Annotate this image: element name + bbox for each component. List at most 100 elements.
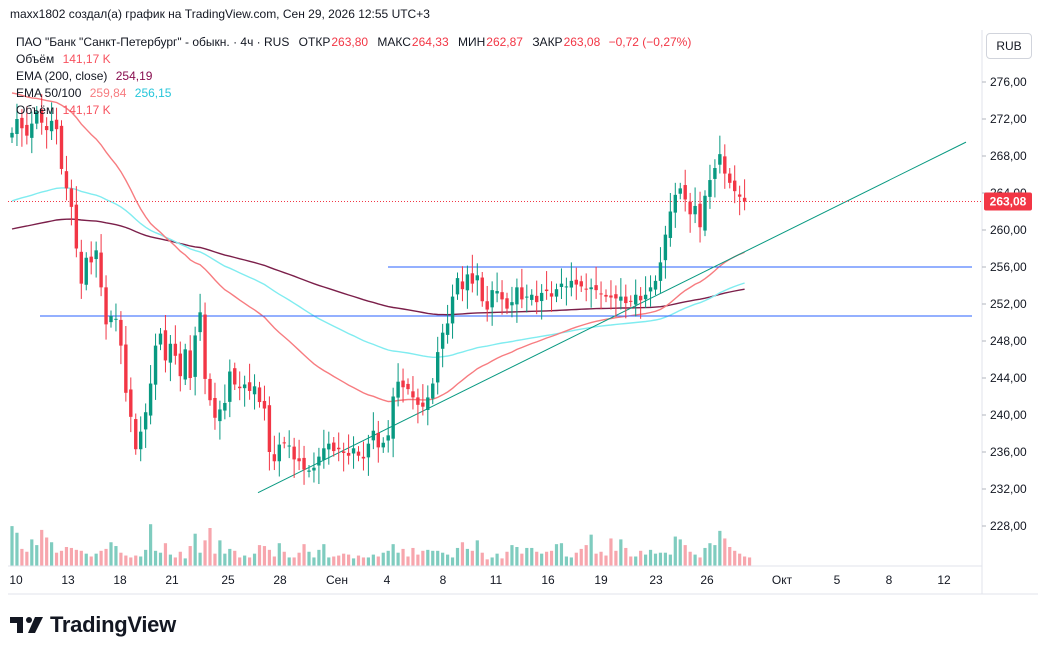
volume-bar (713, 545, 717, 566)
candle-body (480, 277, 484, 302)
candle-body (450, 296, 455, 324)
candle-body (539, 292, 544, 302)
volume-bar (559, 543, 564, 566)
price-tick-label: 256,00 (990, 260, 1027, 274)
symbol-title[interactable]: ПАО "Банк "Санкт-Петербург" - обыкн. · 4… (16, 35, 290, 49)
volume-bar (465, 548, 469, 566)
volume-bar (490, 557, 494, 566)
chart-author-caption: maxx1802 создал(а) график на TradingView… (10, 7, 430, 21)
candle-body (445, 323, 450, 335)
volume-bar (257, 545, 262, 566)
legend-ema50-100-row[interactable]: EMA 50/100 259,84 256,15 (16, 85, 691, 102)
price-tick-label: 268,00 (990, 149, 1027, 163)
volume-bar (475, 540, 479, 566)
legend-volume2-row[interactable]: Объём 141,17 K (16, 102, 691, 119)
candle-body (376, 432, 380, 448)
volume-bar (347, 554, 351, 566)
legend-volume-row[interactable]: Объём 141,17 K (16, 51, 691, 68)
volume-bar (411, 547, 415, 566)
volume-bar (213, 553, 217, 566)
time-tick-label: 23 (649, 573, 663, 587)
candle-body (119, 319, 123, 346)
volume-bar (540, 553, 544, 566)
volume-bar (282, 551, 286, 566)
candle-body (525, 296, 529, 298)
price-tick-label: 228,00 (990, 519, 1027, 533)
volume-bar (89, 556, 93, 566)
volume-bar (455, 547, 460, 566)
candle-body (485, 301, 489, 310)
volume-bar (450, 557, 455, 566)
volume-bar (79, 550, 83, 566)
candle-body (129, 389, 133, 417)
volume-bar (485, 559, 489, 566)
candle-body (89, 256, 93, 263)
close-value: 263,08 (563, 35, 601, 49)
volume-bar (609, 538, 613, 566)
volume-bar (688, 551, 692, 566)
volume-bar (193, 533, 197, 566)
volume-bar (584, 545, 588, 566)
volume-bar (426, 549, 430, 566)
candle-body (594, 285, 598, 291)
volume-bar (15, 532, 19, 566)
volume-bar (158, 552, 163, 566)
legend-symbol-row: ПАО "Банк "Санкт-Петербург" - обыкн. · 4… (16, 34, 691, 51)
candle-body (742, 197, 747, 202)
candle-body (332, 442, 336, 452)
candle-body (307, 470, 311, 472)
legend-ema200-row[interactable]: EMA (200, close) 254,19 (16, 68, 691, 85)
volume-bar (322, 544, 326, 566)
volume-bar (639, 550, 643, 566)
volume-bar (594, 553, 598, 566)
candle-body (708, 180, 712, 197)
volume-bar (446, 554, 450, 566)
volume-bar (421, 550, 425, 566)
volume-bar (391, 544, 395, 566)
volume-bar (30, 539, 34, 566)
volume-bar (114, 546, 118, 566)
volume-bar (337, 555, 341, 566)
volume-bar (139, 556, 143, 566)
close-label: ЗАКР (532, 35, 563, 49)
volume-bar (20, 548, 24, 566)
volume-bar (629, 556, 633, 566)
volume-bar (406, 556, 410, 566)
ema100-line (11, 187, 745, 359)
currency-button[interactable]: RUB (986, 33, 1032, 59)
volume-bar (40, 529, 44, 566)
volume-bar (396, 552, 400, 566)
candle-body (668, 211, 673, 238)
open-label: ОТКР (298, 35, 331, 49)
ema50-100-label: EMA 50/100 (16, 86, 82, 100)
candle-body (371, 430, 376, 441)
candle-body (218, 409, 222, 422)
candle-body (282, 442, 286, 444)
volume-bar (248, 557, 252, 566)
time-tick-label: 8 (886, 573, 893, 587)
candle-body (327, 443, 331, 450)
candle-body (728, 173, 732, 183)
candle-body (535, 295, 539, 303)
candle-body (648, 287, 653, 292)
volume-bar (64, 547, 69, 566)
ema200-line (11, 218, 745, 316)
price-tick-label: 276,00 (990, 75, 1027, 89)
volume-bar (668, 554, 672, 566)
volume-bar (441, 552, 445, 566)
volume-bar (416, 554, 420, 566)
candle-body (262, 400, 267, 409)
volume-bar (188, 546, 192, 566)
candle-body (629, 300, 633, 302)
volume-bar (356, 555, 361, 566)
candle-body (193, 335, 197, 377)
volume-bar (312, 557, 316, 566)
price-tick-label: 232,00 (990, 482, 1027, 496)
candle-body (475, 275, 479, 281)
volume-bar (431, 550, 435, 566)
volume-bar (223, 553, 227, 566)
candle-body (584, 288, 588, 290)
uptrend-line (257, 141, 967, 494)
time-tick-label: 13 (61, 573, 75, 587)
